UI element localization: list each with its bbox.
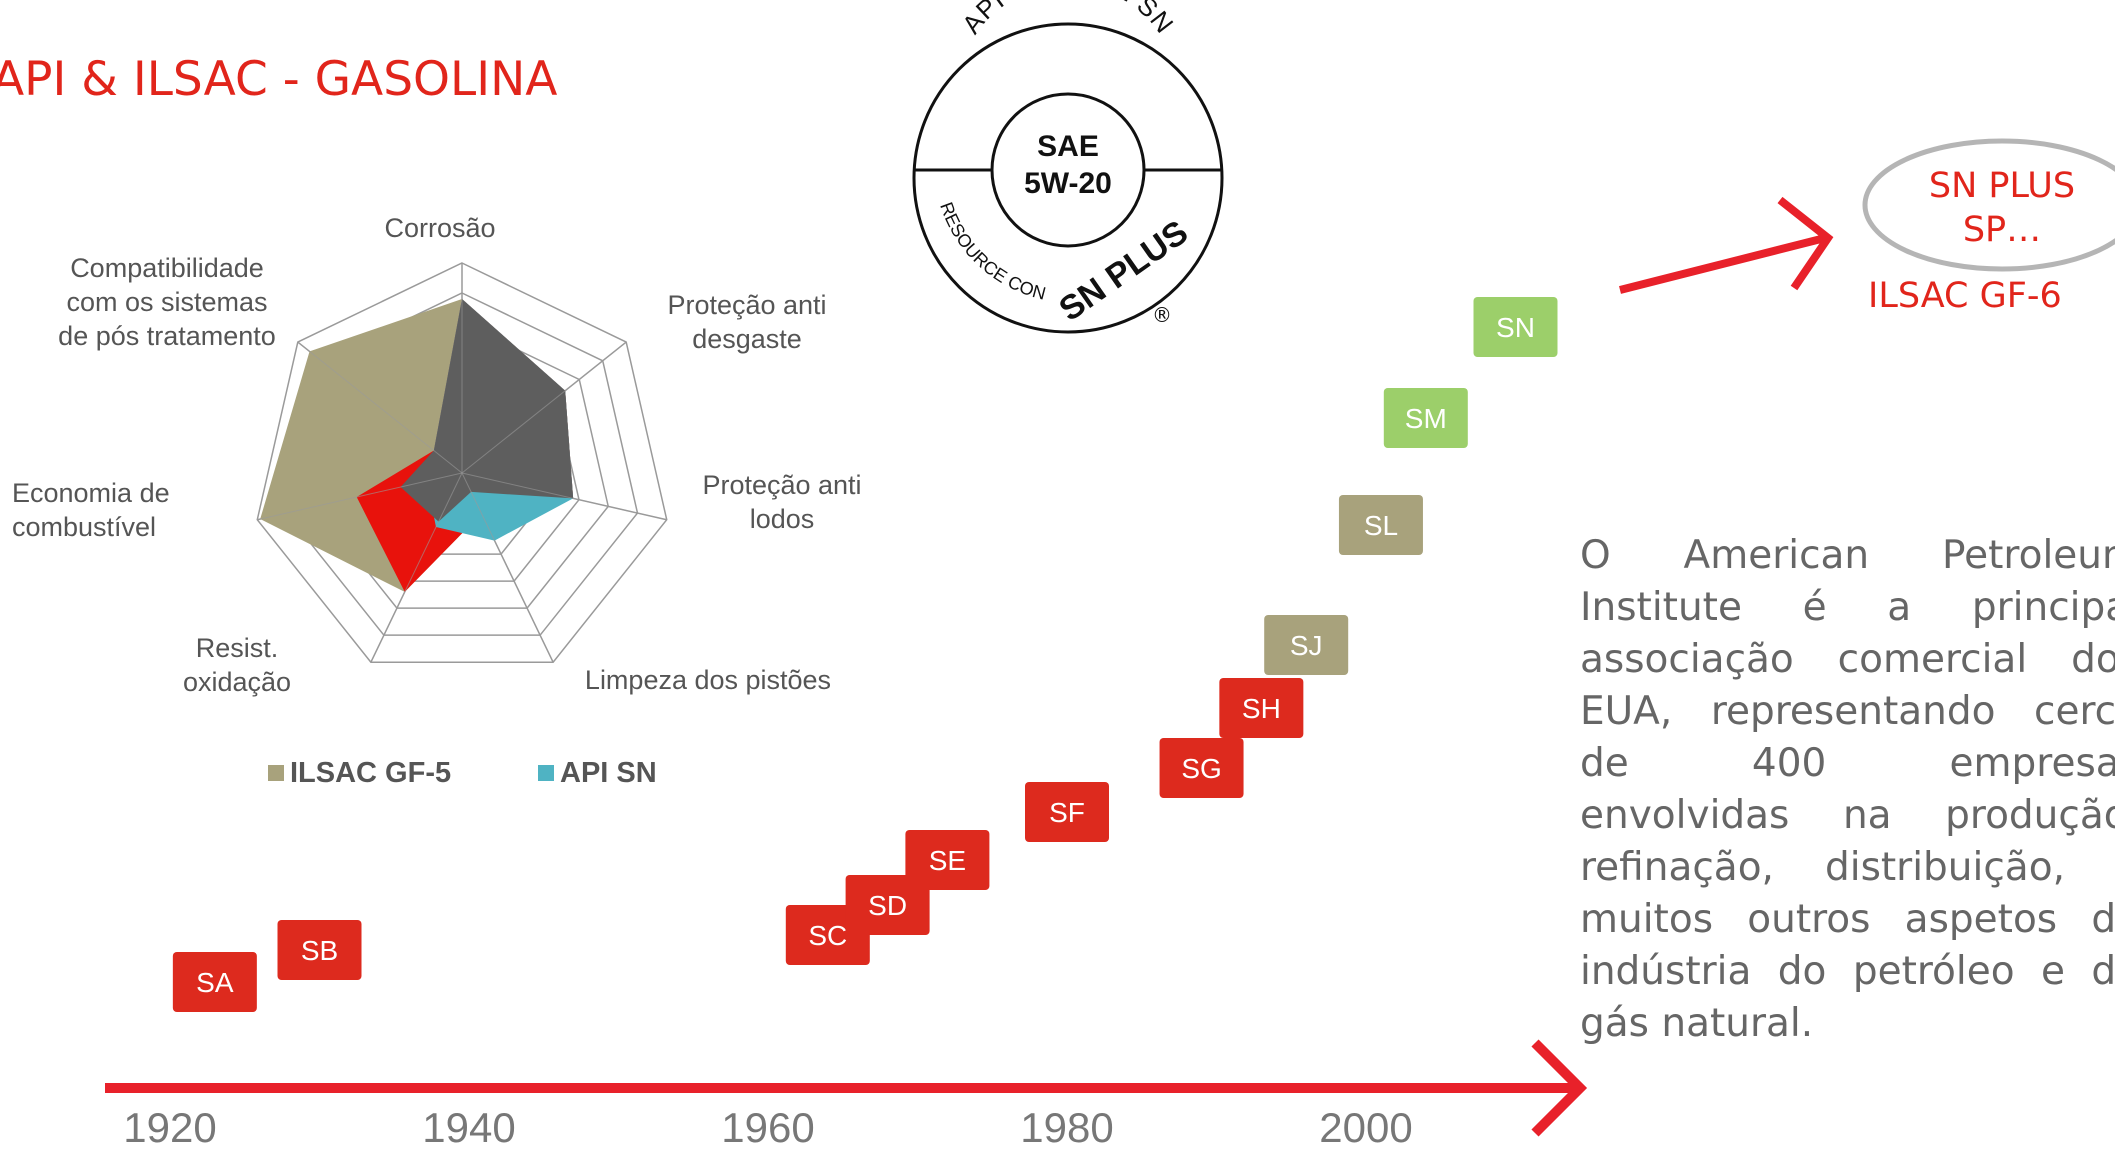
future-arrowhead bbox=[1777, 196, 1834, 291]
legend-label-0: ILSAC GF-5 bbox=[290, 757, 451, 789]
radar-axis-label-0: Corrosão bbox=[384, 213, 495, 243]
category-sa: SA bbox=[172, 952, 257, 1012]
category-label-sh: SH bbox=[1242, 693, 1281, 724]
radar-spoke-overlay-5 bbox=[257, 472, 463, 521]
radar-spoke-overlay-6 bbox=[297, 341, 463, 474]
radar-axis-label-2: Proteção anti lodos bbox=[702, 470, 861, 534]
category-sb: SB bbox=[277, 920, 362, 980]
radar-axis-label-5: Economia de combustível bbox=[12, 478, 170, 542]
category-label-sf: SF bbox=[1049, 797, 1085, 828]
category-label-sm: SM bbox=[1405, 403, 1447, 434]
category-label-se: SE bbox=[929, 845, 966, 876]
category-label-sg: SG bbox=[1181, 753, 1221, 784]
legend-swatch-0 bbox=[268, 765, 284, 781]
category-sg: SG bbox=[1159, 738, 1244, 798]
radar-chart: Corrosão Proteção anti desgaste Proteção an… bbox=[12, 213, 862, 789]
timeline-year-labels: 1920 1940 1960 1980 2000 bbox=[123, 1104, 1412, 1151]
radar-series-3 bbox=[400, 299, 574, 522]
year-label-1940: 1940 bbox=[422, 1104, 515, 1151]
slide-title: API & ILSAC - GASOLINA bbox=[0, 52, 558, 107]
category-label-sb: SB bbox=[301, 935, 338, 966]
radar-axis-label-3: Limpeza dos pistões bbox=[585, 665, 831, 695]
category-sj: SJ bbox=[1264, 615, 1349, 675]
category-sd: SD bbox=[845, 875, 930, 935]
year-label-1980: 1980 bbox=[1020, 1104, 1113, 1151]
badge-center-line2: 5W-20 bbox=[1024, 167, 1112, 200]
category-label-sj: SJ bbox=[1290, 630, 1323, 661]
ilsac-gf6-label: ILSAC GF-6 bbox=[1868, 276, 2062, 316]
legend-label-1: API SN bbox=[560, 757, 657, 789]
category-se: SE bbox=[905, 830, 990, 890]
radar-axis-label-1: Proteção anti desgaste bbox=[667, 290, 826, 354]
radar-axis-label-6: Compatibilidade com os sistemas de pós tra… bbox=[58, 253, 276, 351]
category-sn: SN bbox=[1473, 297, 1558, 357]
legend-swatch-1 bbox=[538, 765, 554, 781]
future-line1: SN PLUS bbox=[1928, 166, 2076, 206]
radar-spoke-overlay-2 bbox=[461, 472, 667, 521]
radar-axis-label-4: Resist. oxidação bbox=[183, 633, 291, 697]
badge-center-line1: SAE bbox=[1037, 130, 1099, 163]
radar-spoke-overlay-4 bbox=[370, 472, 463, 663]
radar-ring-7 bbox=[256, 262, 668, 663]
future-categories-label: SN PLUS SP… bbox=[1862, 164, 2115, 252]
year-label-1920: 1920 bbox=[123, 1104, 216, 1151]
category-label-sn: SN bbox=[1496, 312, 1535, 343]
timeline-arrowhead bbox=[1531, 1039, 1588, 1137]
future-oval bbox=[1862, 138, 2115, 272]
year-label-2000: 2000 bbox=[1319, 1104, 1412, 1151]
category-sl: SL bbox=[1338, 495, 1423, 555]
api-categories: SA SB SC SD SE SF SG SH SJ SL SM SN bbox=[172, 297, 1558, 1012]
category-sm: SM bbox=[1383, 388, 1468, 448]
api-description: O American Petroleum Institute é a princ… bbox=[1580, 533, 2115, 1046]
future-line2: SP… bbox=[1962, 210, 2042, 250]
radar-spoke-overlay-3 bbox=[461, 472, 554, 663]
future-arrow-line bbox=[1619, 234, 1826, 294]
category-label-sl: SL bbox=[1364, 510, 1398, 541]
year-label-1960: 1960 bbox=[721, 1104, 814, 1151]
category-label-sc: SC bbox=[808, 920, 847, 951]
radar-spoke-overlay-1 bbox=[461, 341, 627, 474]
badge-registered-mark: ® bbox=[1152, 303, 1172, 327]
category-sh: SH bbox=[1219, 678, 1304, 738]
category-sf: SF bbox=[1025, 782, 1109, 842]
category-label-sd: SD bbox=[868, 890, 907, 921]
category-label-sa: SA bbox=[196, 967, 234, 998]
